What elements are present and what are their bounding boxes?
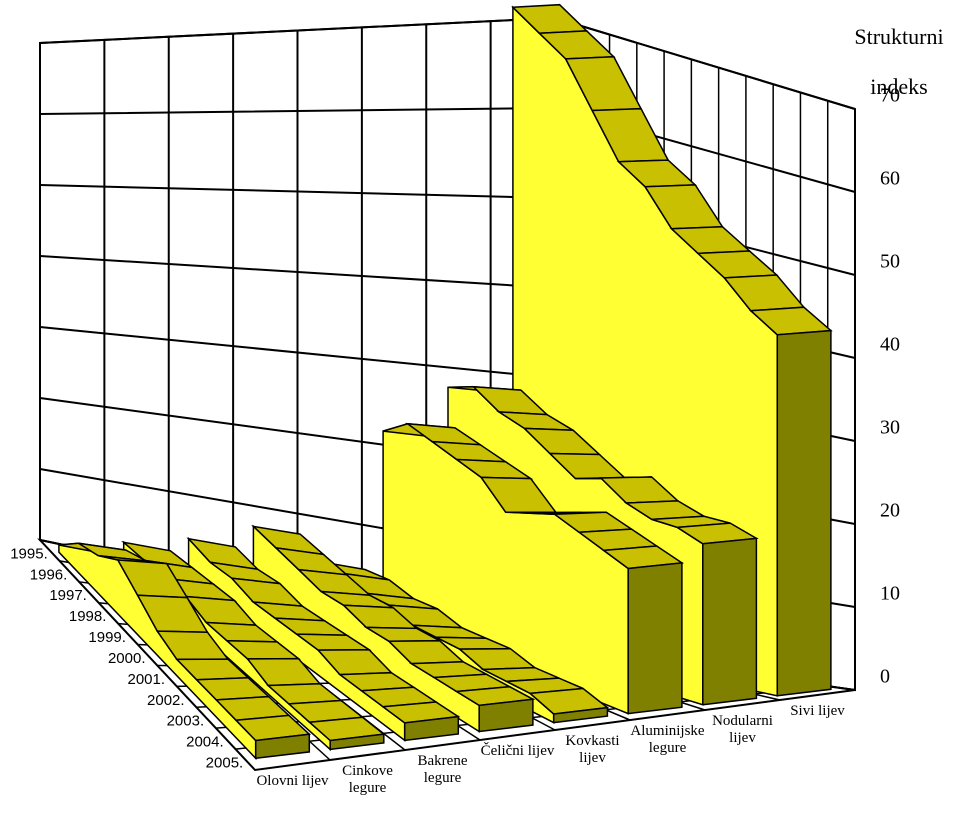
year-label: 2002. <box>147 692 185 709</box>
y-tick-label: 50 <box>880 251 900 273</box>
year-label: 2000. <box>108 650 146 667</box>
category-label: Čelični lijev <box>480 743 555 759</box>
ribbon-front <box>552 706 609 724</box>
year-label: 1995. <box>10 545 48 562</box>
ribbon-front <box>329 733 385 751</box>
ribbon-front <box>702 537 758 706</box>
axis-title: Strukturni indeks <box>854 24 944 99</box>
y-tick-label: 30 <box>880 417 900 439</box>
y-tick-label: 70 <box>880 85 900 107</box>
y-tick-label: 0 <box>880 666 890 688</box>
year-label: 2005. <box>206 755 244 772</box>
year-label: 2004. <box>186 734 224 751</box>
y-tick-label: 40 <box>880 334 900 356</box>
ribbon-front <box>478 698 534 733</box>
year-label: 1999. <box>88 629 126 646</box>
ribbon-front <box>403 715 460 742</box>
category-label: Olovni lijev <box>256 773 329 789</box>
category-label: Nodularni lijev <box>712 713 773 746</box>
category-label: Aluminijske legure <box>630 723 705 756</box>
year-label: 2001. <box>127 671 165 688</box>
category-label: Sivi lijev <box>790 703 845 719</box>
y-tick-label: 20 <box>880 500 900 522</box>
ribbon-front <box>627 562 683 715</box>
category-label: Cinkove legure <box>342 763 393 796</box>
y-tick-label: 10 <box>880 583 900 605</box>
category-label: Kovkasti lijev <box>565 733 620 766</box>
year-label: 1996. <box>30 566 68 583</box>
ribbon-front <box>776 329 832 697</box>
year-label: 2003. <box>167 713 205 730</box>
category-label: Bakrene legure <box>417 753 468 786</box>
year-label: 1998. <box>69 608 107 625</box>
ribbon-front <box>254 733 311 760</box>
year-label: 1997. <box>49 587 87 604</box>
y-tick-label: 60 <box>880 168 900 190</box>
